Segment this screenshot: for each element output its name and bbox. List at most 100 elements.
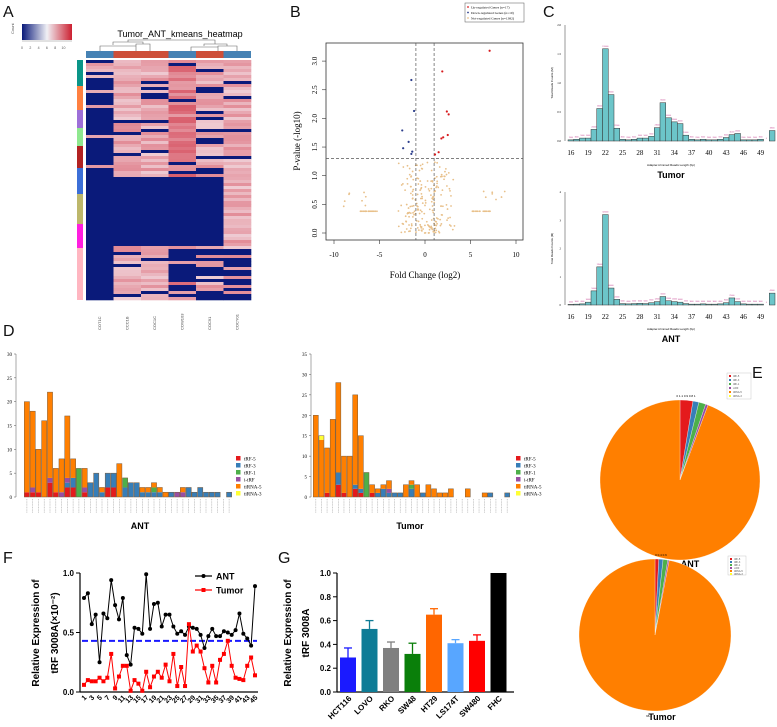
- heatmap-cell: [141, 150, 169, 154]
- not-regulated-point: [437, 217, 439, 220]
- length-bar: [625, 139, 632, 142]
- bar-value-label: 23000: [655, 125, 660, 127]
- not-regulated-point: [408, 224, 410, 226]
- bar-value-label: 5000: [644, 135, 648, 137]
- bar-sw480: [469, 640, 485, 692]
- not-regulated-point: [374, 210, 377, 213]
- stack-segment-trf-3: [151, 492, 157, 497]
- heatmap-cell: [113, 225, 142, 229]
- row-cluster-bar: [77, 168, 83, 194]
- heatmap-cell: [141, 123, 169, 127]
- not-regulated-point: [426, 180, 429, 182]
- heatmap-cell: [196, 270, 224, 274]
- heatmap-cell: [223, 294, 252, 298]
- heatmap-cell: [86, 234, 114, 238]
- heatmap-cell: [168, 111, 197, 115]
- heatmap-cell: [223, 291, 252, 295]
- not-regulated-point: [427, 188, 430, 190]
- heatmap-cell: [223, 117, 252, 121]
- not-regulated-point: [413, 213, 415, 216]
- length-bar: [596, 108, 603, 142]
- heatmap-cell: [86, 294, 114, 298]
- stack-segment-tirna-5: [324, 447, 330, 493]
- not-regulated-point: [397, 162, 400, 165]
- heatmap-cell: [113, 120, 142, 124]
- heatmap-cell: [196, 123, 224, 127]
- heatmap-cell: [196, 240, 224, 244]
- not-regulated-point: [404, 215, 407, 218]
- heatmap-cell: [141, 60, 169, 64]
- stack-bar-outline: [403, 484, 409, 498]
- not-regulated-point: [342, 205, 345, 208]
- not-regulated-point: [400, 184, 403, 186]
- heatmap-cell: [223, 201, 252, 205]
- heatmap-cell: [113, 111, 142, 115]
- bar-value-label: 11000: [729, 132, 734, 134]
- stack-segment-trf-5: [24, 492, 30, 497]
- not-regulated-point: [364, 210, 367, 213]
- not-regulated-point: [436, 161, 439, 164]
- heatmap-cell: [168, 156, 197, 160]
- legend-swatch: [729, 395, 731, 397]
- tumor-point: [186, 622, 191, 627]
- bar-value-label: 60000: [609, 285, 614, 287]
- y-axis-label-line2: tRF 3008A: [301, 609, 312, 658]
- legend-label: tiRNA-3: [524, 493, 542, 498]
- heatmap-cell: [223, 159, 252, 163]
- length-bar: [619, 139, 626, 142]
- heatmap-cell: [196, 120, 224, 124]
- not-regulated-point: [420, 210, 423, 213]
- not-regulated-point: [432, 198, 434, 201]
- not-regulated-point: [479, 210, 481, 213]
- stack-segment-tirna-5: [47, 392, 53, 478]
- not-regulated-point: [435, 229, 438, 232]
- heatmap-cell: [141, 75, 169, 79]
- ant-point: [109, 578, 114, 583]
- heatmap-cell: [141, 168, 169, 172]
- stack-segment-tirna-5: [375, 488, 381, 493]
- y-tick-label: 35: [302, 353, 308, 358]
- stack-bar-outline: [431, 488, 437, 498]
- heatmap-cell: [113, 87, 142, 91]
- not-regulated-point: [410, 192, 412, 195]
- stack-segment-i-trf: [174, 492, 180, 497]
- x-tick-label: 25: [171, 694, 182, 705]
- heatmap-cell: [86, 249, 114, 253]
- heatmap-cell: [168, 165, 197, 169]
- legend-swatch: [516, 484, 521, 489]
- x-tick-label: LOVO: [353, 694, 375, 716]
- not-regulated-point: [434, 220, 437, 223]
- heatmap-cell: [223, 111, 252, 115]
- heatmap-cell: [168, 75, 197, 79]
- not-regulated-point: [420, 167, 423, 170]
- heatmap-cell: [113, 141, 142, 145]
- heatmap-cell: [223, 249, 252, 253]
- heatmap-cell: [113, 126, 142, 130]
- heatmap-cell: [113, 159, 142, 163]
- heatmap-cell: [113, 249, 142, 253]
- heatmap-cell: [113, 90, 142, 94]
- not-regulated-point: [363, 191, 365, 194]
- stack-bar-outline: [133, 482, 140, 498]
- stack-bar-outline: [465, 488, 471, 498]
- stack-segment-trf-3: [186, 487, 192, 497]
- heatmap-title: Tumor_ANT_kmeans_heatmap: [117, 29, 242, 39]
- x-tick-label: 34: [671, 313, 679, 321]
- y-tick-label: 30: [302, 373, 308, 378]
- heatmap-cell: [86, 195, 114, 199]
- length-bar: [654, 127, 661, 142]
- legend-label: Tumor: [216, 586, 244, 596]
- x-tick-label: 35: [210, 694, 221, 705]
- length-bar: [613, 127, 620, 142]
- x-tick-label: 45: [249, 694, 260, 705]
- heatmap-cell: [86, 174, 114, 178]
- stack-bar-outline: [386, 480, 392, 498]
- stack-segment-trf-5: [324, 492, 330, 497]
- heatmap-cell: [86, 75, 114, 79]
- heatmap-cell: [223, 192, 252, 196]
- heatmap-cell: [168, 276, 197, 280]
- heatmap-cell: [86, 231, 114, 235]
- heatmap-cell: [196, 93, 224, 97]
- stack-segment-trf-5: [105, 487, 111, 497]
- heatmap-cell: [168, 81, 197, 85]
